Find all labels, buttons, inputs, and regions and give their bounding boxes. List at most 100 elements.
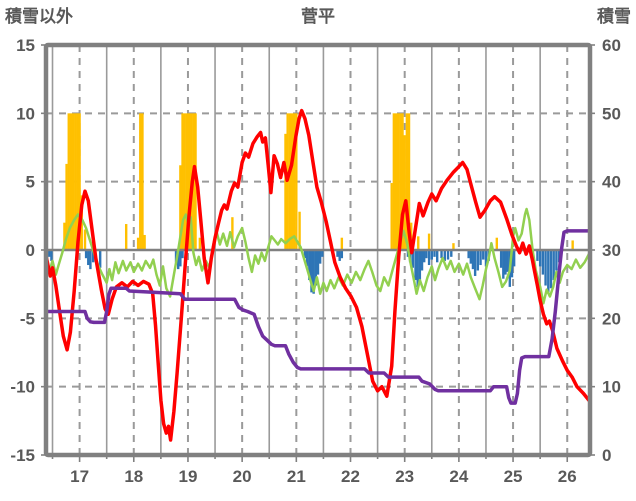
blue-bars-bar: [479, 250, 482, 266]
blue-bars-bar: [504, 250, 507, 275]
blue-bars-bar: [443, 250, 446, 261]
orange-bars-bar: [403, 135, 406, 250]
blue-bars-bar: [547, 250, 550, 294]
orange-bars-bar: [183, 113, 186, 250]
orange-bars-bar: [405, 113, 409, 250]
blue-bars-bar: [469, 250, 472, 264]
blue-bars-bar: [312, 250, 315, 294]
orange-bars-bar: [407, 113, 411, 250]
x-axis-tick-label: 20: [233, 467, 252, 486]
blue-bars-bar: [321, 250, 324, 257]
orange-bars-bar: [417, 236, 420, 250]
orange-bars-bar: [427, 233, 431, 250]
blue-bars-bar: [340, 250, 344, 259]
left-axis-tick-label: -5: [20, 309, 35, 328]
blue-bars-bar: [476, 250, 480, 271]
right-axis-tick-label: 60: [602, 36, 621, 55]
blue-bars-bar: [303, 250, 307, 259]
blue-bars-bar: [98, 250, 102, 268]
blue-bars-bar: [91, 250, 95, 263]
orange-bars-bar: [76, 113, 79, 250]
x-axis-tick-label: 22: [341, 467, 360, 486]
blue-bars-bar: [440, 250, 443, 259]
blue-bars-bar: [467, 250, 470, 259]
x-axis-tick-label: 19: [178, 467, 197, 486]
orange-bars-bar: [80, 195, 83, 250]
right-axis-tick-label: 50: [602, 104, 621, 123]
orange-bars-bar: [69, 113, 73, 250]
x-axis-tick-label: 21: [287, 467, 306, 486]
orange-bars-bar: [74, 113, 77, 250]
blue-bars-bar: [181, 250, 184, 259]
orange-bars-bar: [139, 113, 142, 250]
blue-bars-bar: [499, 250, 503, 268]
orange-bars-bar: [399, 113, 402, 250]
blue-bars-bar: [422, 250, 426, 263]
orange-bars-bar: [83, 229, 87, 250]
blue-bars-bar: [84, 250, 88, 259]
right-axis-tick-label: 20: [602, 309, 621, 328]
orange-bars-bar: [288, 113, 292, 250]
left-axis-tick-label: 5: [26, 173, 35, 192]
blue-bars-bar: [177, 250, 180, 270]
orange-bars-bar: [124, 224, 128, 250]
blue-bars-bar: [433, 250, 436, 257]
plot-border: [43, 42, 593, 458]
blue-bars-bar: [446, 250, 450, 260]
orange-bars-bar: [394, 113, 398, 250]
blue-bars-bar: [450, 250, 453, 257]
blue-bars-bar: [418, 250, 422, 282]
right-axis-tick-label: 30: [602, 241, 621, 260]
x-axis-tick-label: 24: [449, 467, 468, 486]
blue-bars-bar: [549, 250, 553, 289]
series-layer: [46, 108, 590, 442]
blue-bars-bar: [314, 250, 318, 286]
orange-bars-bar: [295, 113, 298, 250]
purple-line: [46, 229, 590, 405]
blue-bars-bar: [318, 250, 322, 264]
x-axis-tick-label: 25: [504, 467, 523, 486]
blue-bars-bar: [471, 250, 475, 270]
blue-bars-bar: [416, 250, 419, 287]
left-axis-tick-label: 15: [16, 36, 35, 55]
left-axis-tick-label: -10: [10, 378, 35, 397]
blue-bars-bar: [414, 250, 417, 281]
blue-bars-bar: [541, 250, 545, 275]
blue-bars-bar: [50, 250, 53, 261]
blue-bars-bar: [316, 250, 320, 275]
left-axis-tick-label: -15: [10, 446, 35, 465]
orange-bars-bar: [452, 243, 455, 250]
orange-bars-bar: [179, 165, 182, 250]
orange-bars-bar: [290, 113, 294, 250]
orange-bars-bar: [284, 133, 287, 250]
blue-bars-bar: [179, 250, 182, 267]
red-line: [46, 108, 590, 442]
orange-bars-bar: [141, 113, 144, 250]
orange-bars-bar: [65, 163, 68, 250]
blue-bars-bar: [484, 250, 488, 267]
orange-bars-bar: [181, 113, 184, 250]
orange-bars-bar: [571, 240, 574, 250]
x-axis-tick-label: 23: [395, 467, 414, 486]
orange-bars-bar: [78, 113, 81, 250]
blue-bars-bar: [338, 250, 341, 261]
orange-bars-bar: [198, 237, 202, 250]
orange-bars-bar: [136, 237, 140, 250]
blue-bars-bar: [89, 250, 92, 270]
orange-bars-bar: [396, 113, 400, 250]
blue-bars-bar: [555, 250, 558, 271]
blue-bars-bar: [536, 250, 539, 261]
x-axis-tick-label: 26: [558, 467, 577, 486]
blue-bars-bar: [538, 250, 542, 267]
blue-bars-bar: [310, 250, 313, 293]
blue-bars-bar: [336, 250, 339, 257]
blue-bars-bar: [436, 250, 439, 263]
orange-bars-bar: [187, 113, 191, 250]
blue-bars-bar: [552, 250, 555, 281]
right-axis-tick-label: 10: [602, 378, 621, 397]
orange-bars-bar: [298, 211, 301, 250]
blue-bars-bar: [427, 250, 431, 266]
orange-bars-bar: [390, 183, 393, 250]
blue-bars-bar: [430, 250, 433, 260]
